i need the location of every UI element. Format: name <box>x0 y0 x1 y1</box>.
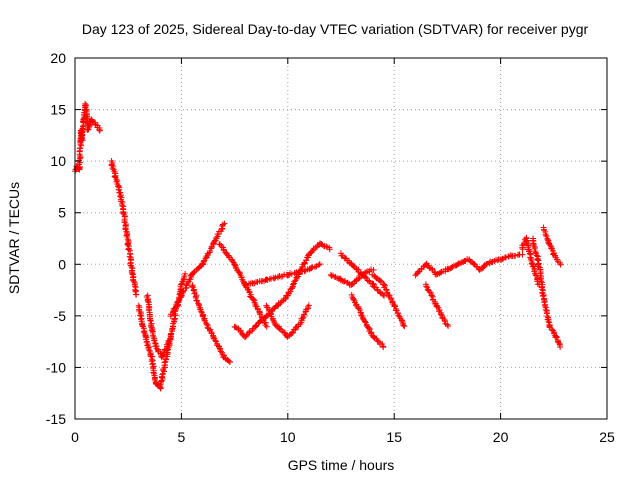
sdtvar-chart: Day 123 of 2025, Sidereal Day-to-day VTE… <box>0 0 640 480</box>
y-tick-label: -10 <box>46 359 66 375</box>
chart-background <box>0 0 640 480</box>
chart-title: Day 123 of 2025, Sidereal Day-to-day VTE… <box>82 21 589 37</box>
y-tick-label: -5 <box>54 308 67 324</box>
x-tick-label: 5 <box>178 429 186 445</box>
x-tick-label: 10 <box>280 429 296 445</box>
y-tick-label: 0 <box>58 256 66 272</box>
y-tick-label: 10 <box>50 153 66 169</box>
y-tick-label: -15 <box>46 411 66 427</box>
x-tick-label: 0 <box>71 429 79 445</box>
x-tick-label: 20 <box>493 429 509 445</box>
y-tick-label: 20 <box>50 50 66 66</box>
x-tick-label: 25 <box>599 429 615 445</box>
x-tick-label: 15 <box>386 429 402 445</box>
y-axis-label: SDTVAR / TECUs <box>6 182 22 294</box>
y-tick-label: 15 <box>50 102 66 118</box>
y-tick-label: 5 <box>58 205 66 221</box>
x-axis-label: GPS time / hours <box>288 457 395 473</box>
